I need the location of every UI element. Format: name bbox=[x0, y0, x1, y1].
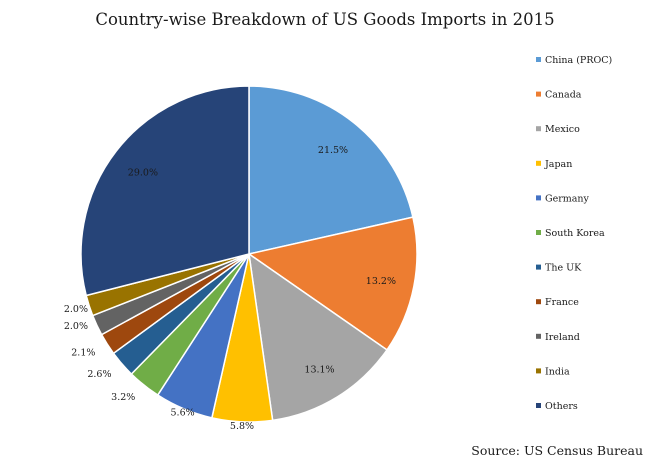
legend-label-japan: Japan bbox=[544, 159, 572, 170]
legend-swatch-ireland bbox=[536, 333, 541, 339]
legend-label-south-korea: South Korea bbox=[545, 228, 605, 239]
legend-swatch-france bbox=[536, 299, 541, 305]
slice-label-south-korea: 3.2% bbox=[111, 392, 135, 403]
slice-label-japan: 5.8% bbox=[230, 421, 254, 432]
slice-label-canada: 13.2% bbox=[366, 276, 396, 287]
slice-label-india: 2.0% bbox=[64, 321, 88, 332]
legend-swatch-others bbox=[536, 403, 541, 408]
slice-china-proc bbox=[248, 85, 414, 255]
legend-label-the-uk: The UK bbox=[545, 263, 582, 274]
pie-slices bbox=[80, 85, 418, 423]
legend-label-germany: Germany bbox=[545, 193, 590, 204]
legend-swatch-mexico bbox=[536, 126, 541, 132]
legend-swatch-south-korea bbox=[536, 230, 541, 235]
slice-canada bbox=[247, 216, 418, 351]
legend-swatch-germany bbox=[536, 195, 541, 201]
legend-swatch-india bbox=[536, 368, 541, 374]
slice-mexico bbox=[248, 252, 389, 422]
pie-labels: 21.5% 13.2% 13.1% 5.8% 5.6% 3.2% 2.6% 2.1% 2.0% 2… bbox=[64, 145, 396, 432]
legend-label-france: France bbox=[545, 297, 579, 308]
legend-label-canada: Canada bbox=[545, 90, 582, 101]
legend-label-mexico: Mexico bbox=[545, 124, 580, 135]
legend-label-china-proc: China (PROC) bbox=[545, 55, 612, 66]
slice-label-mexico: 13.1% bbox=[304, 364, 334, 375]
slice-label-the-uk: 2.6% bbox=[87, 369, 111, 380]
slice-label-ireland: 2.0% bbox=[64, 304, 88, 315]
slice-label-germany: 5.6% bbox=[171, 408, 195, 419]
source-note: Source: US Census Bureau bbox=[471, 443, 643, 458]
legend-swatch-japan bbox=[536, 160, 541, 166]
slice-others bbox=[80, 85, 250, 297]
legend: China (PROC) Canada Mexico Japan Germany Sout… bbox=[536, 55, 612, 412]
legend-label-india: India bbox=[545, 366, 570, 377]
chart-title: Country-wise Breakdown of US Goods Impor… bbox=[95, 10, 554, 29]
legend-label-ireland: Ireland bbox=[545, 332, 580, 343]
legend-swatch-canada bbox=[536, 91, 541, 97]
slice-label-others: 29.0% bbox=[128, 168, 158, 179]
legend-swatch-china-proc bbox=[536, 57, 541, 62]
slice-label-france: 2.1% bbox=[71, 348, 95, 359]
slice-label-china-proc: 21.5% bbox=[318, 145, 348, 156]
legend-label-others: Others bbox=[545, 401, 578, 412]
legend-swatch-the-uk bbox=[536, 264, 541, 270]
